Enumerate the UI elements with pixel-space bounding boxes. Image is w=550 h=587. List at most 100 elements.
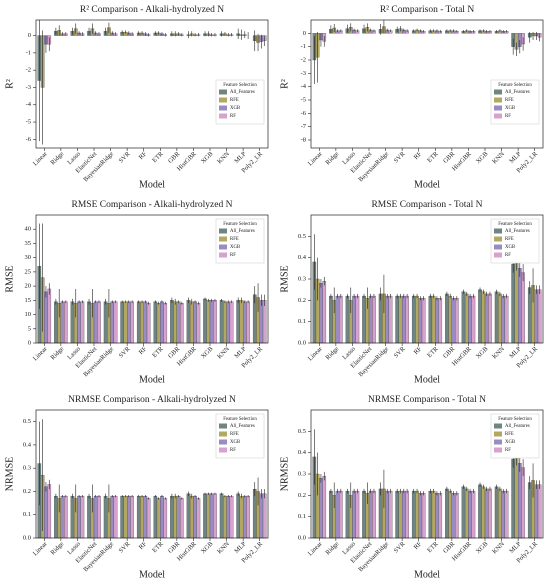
legend-label: RF: [230, 253, 236, 258]
x-tick-label: XGB: [200, 345, 215, 360]
bar: [461, 291, 466, 344]
bar: [471, 490, 476, 539]
y-tick-label: 0.2: [23, 488, 31, 495]
y-tick-label: -8: [301, 136, 306, 143]
x-tick-label: RF: [413, 540, 424, 551]
legend-swatch: [494, 431, 502, 437]
bar: [378, 293, 383, 344]
y-tick-label: 0.4: [23, 441, 32, 448]
x-tick-label: Ridge: [49, 540, 65, 556]
bar: [80, 301, 85, 344]
x-tick-label: ETR: [151, 345, 165, 359]
legend-swatch: [219, 228, 227, 234]
y-tick-label: -7: [301, 123, 307, 130]
legend-swatch: [219, 89, 227, 95]
bar: [163, 303, 168, 344]
y-tick-label: -6: [301, 110, 307, 117]
bar: [478, 289, 482, 344]
y-tick-label: 0.5: [298, 233, 306, 240]
y-tick-label: 0.3: [23, 465, 31, 472]
bar: [196, 303, 201, 344]
legend-swatch: [219, 252, 227, 258]
legend-swatch: [494, 252, 502, 258]
bar: [146, 303, 151, 344]
bar: [435, 493, 439, 539]
bar: [170, 495, 174, 539]
y-tick-label: -6: [26, 136, 32, 143]
bar: [428, 490, 433, 539]
bar: [140, 301, 144, 344]
x-axis-label: Model: [414, 374, 440, 385]
bar: [388, 490, 393, 539]
legend-label: RFE: [505, 237, 514, 242]
bar: [126, 301, 131, 344]
bar: [511, 263, 515, 344]
legend-label: RF: [505, 114, 511, 119]
bar: [239, 300, 244, 344]
y-tick-label: 0.4: [298, 254, 307, 261]
bar: [252, 488, 257, 539]
bar: [368, 295, 373, 344]
bar: [143, 495, 148, 539]
y-tick-label: 0.4: [298, 449, 307, 456]
bar: [362, 490, 366, 539]
bar: [319, 283, 323, 344]
legend-label: RF: [230, 114, 236, 119]
x-axis-label: Model: [139, 569, 165, 580]
bar: [415, 490, 419, 539]
plot-frame: [310, 19, 544, 149]
bar: [193, 495, 197, 539]
chart-title: R² Comparison - Total N: [380, 5, 475, 15]
bar: [113, 301, 118, 344]
bar: [153, 495, 158, 539]
bar: [123, 301, 128, 344]
y-axis-label: R²: [4, 79, 15, 89]
legend-label: XGB: [505, 106, 515, 111]
bar: [156, 498, 161, 539]
x-axis-label: Model: [139, 374, 165, 385]
plot-frame: [310, 214, 544, 344]
bar: [329, 295, 333, 344]
x-tick-label: Ridge: [49, 150, 65, 166]
legend-title: Feature Selection: [223, 83, 257, 88]
y-tick-label: -5: [301, 96, 306, 103]
bar: [186, 300, 191, 344]
bar: [534, 484, 539, 539]
bar: [504, 295, 509, 344]
x-axis-label: Model: [414, 569, 440, 580]
bar: [47, 484, 52, 539]
bar: [435, 298, 439, 344]
bar: [206, 493, 211, 539]
y-axis-label: R²: [279, 79, 290, 89]
x-tick-label: Linear: [307, 345, 325, 363]
legend-label: All_Features: [230, 229, 255, 234]
bar: [448, 490, 453, 539]
bar: [484, 488, 489, 539]
plot-frame: [35, 214, 269, 344]
bar: [110, 495, 115, 539]
y-tick-label: 0.2: [298, 297, 306, 304]
bar: [527, 482, 532, 539]
bar: [130, 301, 134, 344]
x-tick-label: ETR: [151, 540, 165, 554]
bar: [140, 495, 144, 539]
bar: [445, 293, 449, 344]
legend-swatch: [219, 244, 227, 250]
y-tick-label: -1: [301, 43, 306, 50]
chart-title: NRMSE Comparison - Alkali-hydrolyzed N: [68, 395, 236, 405]
bar: [418, 298, 423, 344]
bar: [398, 490, 403, 539]
bar: [93, 301, 98, 344]
legend-label: XGB: [230, 245, 240, 250]
bar: [259, 493, 264, 539]
bar: [478, 484, 482, 539]
y-tick-label: 0: [28, 339, 31, 346]
x-tick-label: KNN: [491, 150, 506, 165]
y-tick-label: -5: [26, 119, 31, 126]
bar: [110, 301, 115, 344]
bar: [415, 295, 419, 344]
y-tick-label: -4: [26, 101, 32, 108]
bar: [521, 272, 525, 344]
legend-title: Feature Selection: [223, 222, 257, 227]
